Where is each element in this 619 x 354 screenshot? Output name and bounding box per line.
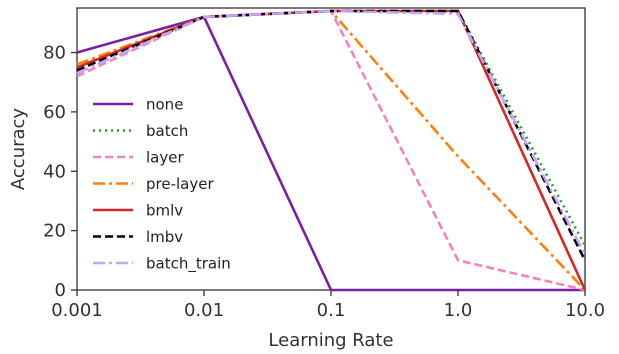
y-tick-label: 80: [43, 43, 66, 64]
x-tick-label: 10.0: [565, 300, 605, 321]
legend-label-batch-train: batch_train: [146, 255, 231, 274]
x-tick-label: 0.1: [317, 300, 346, 321]
legend-label-none: none: [146, 96, 183, 114]
legend-label-pre-layer: pre-layer: [146, 175, 214, 193]
x-tick-label: 0.001: [51, 300, 103, 321]
y-axis: 0 20 40 60 80: [43, 43, 77, 301]
x-tick-label: 0.01: [184, 300, 224, 321]
legend: none batch layer pre-layer bmlv lmbv batch_tra…: [93, 96, 231, 274]
y-tick-label: 0: [55, 280, 66, 301]
x-axis: 0.001 0.01 0.1 1.0 10.0: [51, 290, 605, 321]
y-tick-label: 40: [43, 161, 66, 182]
legend-label-batch: batch: [146, 122, 188, 140]
x-axis-title: Learning Rate: [268, 330, 393, 351]
legend-label-layer: layer: [146, 149, 184, 167]
legend-label-bmlv: bmlv: [146, 202, 183, 220]
legend-label-lmbv: lmbv: [146, 228, 183, 246]
y-tick-label: 20: [43, 221, 66, 242]
x-tick-label: 1.0: [444, 300, 473, 321]
series-lines: [76, 9, 587, 292]
series-line-batch-train: [76, 9, 587, 256]
y-axis-title: Accuracy: [8, 108, 29, 191]
y-tick-label: 60: [43, 102, 66, 123]
